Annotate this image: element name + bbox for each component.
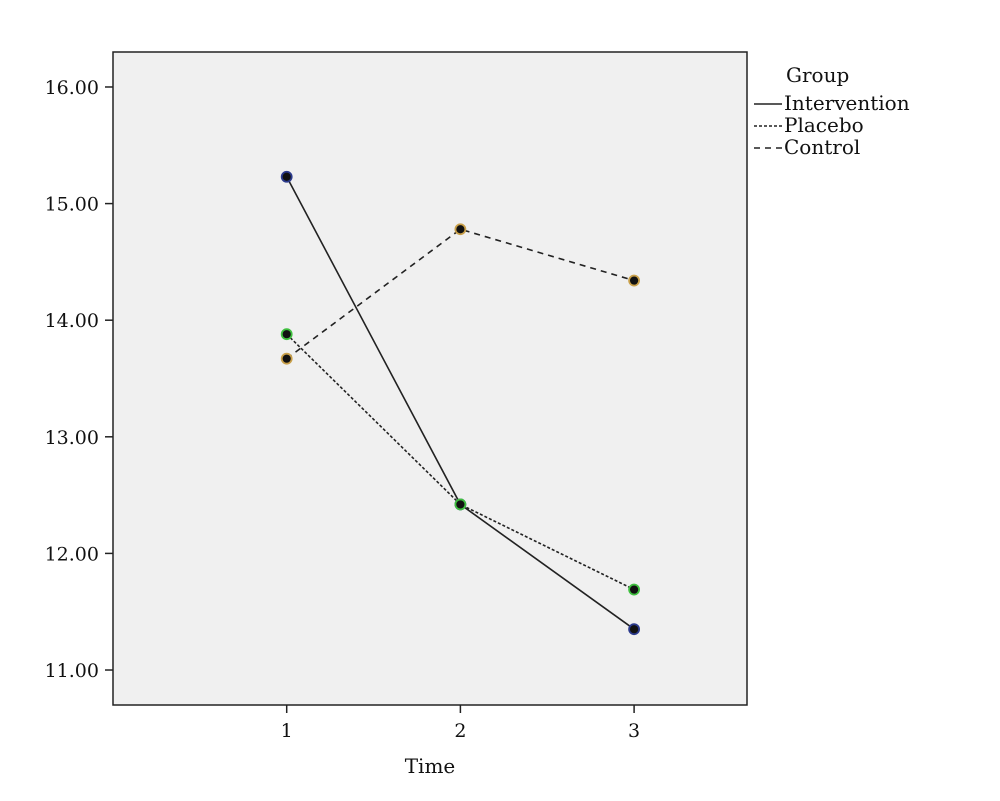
plot-area [112,51,748,706]
y-tick-label: 11.00 [45,660,99,682]
x-tick-label: 1 [281,720,293,742]
y-tick-label: 16.00 [45,77,99,99]
x-axis: 1 2 3 [281,705,640,742]
y-tick-label: 12.00 [45,543,99,565]
legend-label-intervention: Intervention [784,91,910,115]
y-tick-label: 14.00 [45,310,99,332]
series-line-placebo [286,333,635,591]
data-point-placebo [280,328,293,341]
legend-label-control: Control [784,135,860,159]
data-point-placebo [454,498,467,511]
data-point-intervention [628,623,640,636]
legend-title: Group [786,63,849,87]
y-tick-label: 13.00 [45,427,99,449]
data-point-control [280,352,293,365]
legend-label-placebo: Placebo [784,113,864,137]
x-axis-title: Time [405,754,456,778]
x-tick-label: 2 [454,720,466,742]
data-point-control [454,223,467,236]
data-point-intervention [280,170,293,183]
x-tick-label: 3 [628,720,640,742]
y-tick-label: 15.00 [45,194,99,216]
y-axis: 11.00 12.00 13.00 14.00 15.00 16.00 [45,77,113,682]
series-layer [280,170,640,636]
data-point-control [628,274,640,287]
data-point-placebo [628,583,640,596]
